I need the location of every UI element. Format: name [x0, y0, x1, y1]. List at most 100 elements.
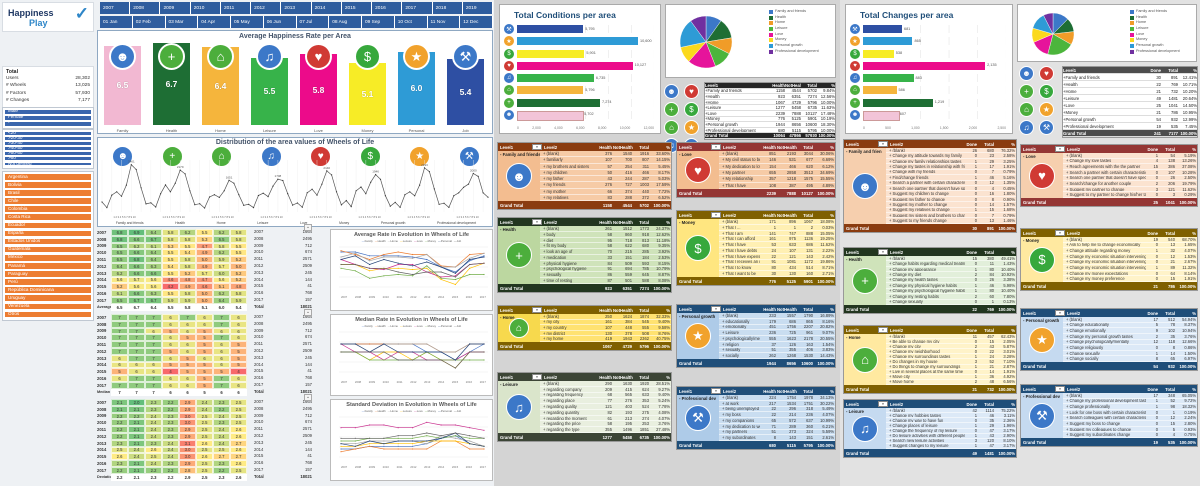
timeline-month-button[interactable]: 08 Aug — [329, 16, 362, 28]
country-filter-button[interactable]: Uruguay — [4, 294, 92, 302]
level1-table-row[interactable]: +Leisure 1277 5458 6735 11.63% — [705, 105, 835, 111]
detail-table-row[interactable]: + (blank) 19 540 68.70% — [1063, 237, 1197, 243]
timeline-month-button[interactable]: 10 Oct — [394, 16, 428, 28]
country-filter-button[interactable]: Brasil — [4, 189, 92, 197]
timeline-year-button[interactable]: 2010 — [190, 2, 221, 14]
filter-icon[interactable]: ▼ — [1055, 230, 1065, 236]
detail-table-row[interactable]: + That I want to be 30 130 160 2.71% — [719, 271, 835, 277]
age-filter-button[interactable]: >40-50 — [4, 146, 92, 151]
detail-table-row[interactable]: + regarding quantity 82 193 275 4.08% — [540, 410, 671, 416]
gender-filter-button[interactable]: - — [4, 121, 92, 127]
detail-table-row[interactable]: + Leisure 236 725 961 9.07% — [719, 330, 835, 336]
level1-table-row[interactable]: +Professional development 19 535 7.45% — [1063, 123, 1197, 130]
level1-table-row[interactable]: +Home 21 732 10.20% — [1063, 88, 1197, 95]
timeline-year-button[interactable]: 2011 — [220, 2, 252, 14]
level1-table-row[interactable]: +Personal growth 54 932 12.99% — [1063, 116, 1197, 123]
detail-table-row[interactable]: + my partners 51 273 324 5.59% — [719, 430, 835, 436]
detail-table-row[interactable]: + (blank) 171 896 1067 18.08% — [719, 219, 835, 225]
sort-button[interactable]: ▴ — [304, 309, 312, 316]
gender-filter-button[interactable]: Female — [4, 115, 92, 121]
detail-table-row[interactable]: + medication 33 151 184 2.53% — [540, 255, 671, 261]
detail-table-row[interactable]: + Change professionally 1 98 18.32% — [1063, 404, 1197, 410]
detail-table-row[interactable]: + Search/change for another couple 2 206 19… — [1063, 181, 1197, 187]
detail-table-row[interactable]: + my companions 65 572 637 10.99% — [719, 418, 835, 424]
detail-table-row[interactable]: + psychologically/mentally5551623217820.… — [719, 336, 835, 342]
detail-table-row[interactable]: + emotionally 451 1756 2207 20.82% — [719, 325, 835, 331]
timeline-year-button[interactable]: 2013 — [281, 2, 312, 14]
detail-table-row[interactable]: + That I receives an income911081117219.… — [719, 260, 835, 266]
detail-table-row[interactable]: + Suggest my partner to change 3 121 11.62% — [1063, 187, 1197, 193]
detail-table-row[interactable]: + Change my personal growth tastes 2 35 3.7… — [1063, 334, 1197, 340]
detail-table-row[interactable]: + Move home 2 48 6.56% — [886, 380, 1016, 385]
filter-icon[interactable]: ▼ — [532, 144, 542, 150]
filter-icon[interactable]: ▼ — [532, 374, 542, 380]
detail-table-row[interactable]: + educationally 179 686 865 8.16% — [719, 319, 835, 325]
level1-table-row[interactable]: +Money 776 5125 5901 10.19% — [705, 117, 835, 123]
filter-icon[interactable]: ▼ — [532, 307, 542, 313]
detail-table-row[interactable]: + my subordinates 8 143 151 2.61% — [719, 435, 835, 441]
level1-table-row[interactable]: +Home 1067 4729 5796 10.00% — [705, 100, 835, 106]
detail-table-row[interactable]: + Do leisure activities with different p… — [886, 434, 1016, 439]
country-filter-button[interactable]: Guatemala — [4, 245, 92, 254]
detail-table-row[interactable]: + (blank) 224 1754 1978 34.13% — [719, 395, 835, 401]
detail-table-row[interactable]: + regarding the price 58 195 253 3.76% — [540, 421, 671, 428]
detail-table-row[interactable]: + (blank) 15 380 49.41% — [886, 256, 1016, 262]
detail-table-row[interactable]: + Ask to help me to change economically 0… — [1063, 243, 1197, 249]
detail-table-row[interactable]: + (blank) 11 457 62.43% — [886, 334, 1016, 340]
level1-table-row[interactable]: +Professional development 680 5115 5795 10.0… — [705, 128, 835, 134]
age-filter-button[interactable]: >60 — [4, 156, 92, 162]
detail-table-row[interactable]: + Be able to change my city 0 15 2.05% — [886, 339, 1016, 345]
level1-table-row[interactable]: +Personal growth 1944 8656 10600 18.30% — [705, 122, 835, 128]
detail-table-row[interactable]: + Suggest my colleagues to change 0 5 0.93% — [1063, 427, 1197, 433]
filter-icon[interactable]: ▼ — [878, 401, 888, 407]
country-filter-button[interactable]: Ecuador — [4, 221, 92, 230]
level1-table-row[interactable]: +Family and friends 30 891 12.41% — [1063, 74, 1197, 81]
detail-table-row[interactable]: + my father 43 244 287 5.03% — [540, 176, 671, 183]
detail-table-row[interactable]: + psychological hygiene 91 694 785 10.79% — [540, 267, 671, 273]
detail-table-row[interactable]: + (blank) 17 512 54.94% — [1063, 317, 1197, 323]
detail-table-row[interactable]: + familiarly 107 700 807 14.15% — [540, 157, 671, 164]
filter-icon[interactable]: ▼ — [711, 212, 721, 218]
detail-table-row[interactable]: + Change my attitude towards my family 0 2… — [886, 153, 1016, 159]
detail-table-row[interactable]: + (blank) 261 1512 1773 24.37% — [540, 226, 671, 232]
detail-table-row[interactable]: + (blank) 233 1557 1790 16.89% — [719, 313, 835, 319]
timeline-year-button[interactable]: 2016 — [372, 2, 403, 14]
country-filter-button[interactable]: Paraguay — [4, 270, 92, 278]
detail-table-row[interactable]: + Search colleagues with certain charact… — [1063, 416, 1197, 422]
detail-table-row[interactable]: + (blank) 290 1630 1920 28.51% — [540, 381, 671, 387]
detail-table-row[interactable]: + My relationship 357 1218 1575 15.55% — [719, 176, 835, 183]
detail-table-row[interactable]: + Reach agreements with the the partner 1… — [1063, 164, 1197, 170]
detail-table-row[interactable]: + diet 95 718 813 11.18% — [540, 238, 671, 244]
age-filter-button[interactable]: Not defined — [4, 161, 92, 167]
filter-icon[interactable]: ▼ — [1055, 146, 1065, 152]
timeline-year-button[interactable]: 2008 — [130, 2, 161, 14]
detail-table-row[interactable]: + Change emotionally 9 102 10.94% — [1063, 328, 1197, 334]
detail-table-row[interactable]: + Change my economic situation interveni… — [1063, 260, 1197, 266]
country-filter-button[interactable]: Colombia — [4, 205, 92, 213]
detail-table-row[interactable]: + Change my family relationships tastes 1… — [886, 159, 1016, 165]
detail-table-row[interactable]: + Suggest my boss to change 0 15 2.80% — [1063, 421, 1197, 427]
detail-table-row[interactable]: + Change educationally 5 78 8.37% — [1063, 323, 1197, 329]
detail-table-row[interactable]: + That I have debts 24 107 131 2.22% — [719, 248, 835, 254]
detail-table-row[interactable]: + Change my psychological hygiene habits… — [886, 289, 1016, 295]
detail-table-row[interactable]: + Do changes in my house 3 52 7.10% — [886, 359, 1016, 365]
detail-table-row[interactable]: + Do things to change my surroundings 1 21… — [886, 365, 1016, 370]
detail-table-row[interactable]: + look an age of 70 215 285 3.92% — [540, 249, 671, 255]
detail-table-row[interactable]: + Search one partner that doesn't have s… — [1063, 176, 1197, 182]
detail-table-row[interactable]: + physical hygiene 84 509 593 8.15% — [540, 261, 671, 267]
filter-icon[interactable]: ▼ — [878, 141, 888, 147]
detail-table-row[interactable]: + socially 262 1268 1530 14.43% — [719, 353, 835, 359]
detail-table-row[interactable]: + Look for one boss with certain charact… — [1063, 410, 1197, 416]
detail-table-row[interactable]: + That I to know 80 434 514 8.71% — [719, 265, 835, 272]
country-filter-button[interactable]: Costa Rica — [4, 213, 92, 222]
detail-table-row[interactable]: + Change sexually 1 14 1.50% — [1063, 351, 1197, 357]
detail-table-row[interactable]: + my friends 276 727 1003 17.59% — [540, 182, 671, 189]
detail-table-row[interactable]: + That I can afford 161 975 1136 19.25% — [719, 236, 835, 243]
detail-table-row[interactable]: + religion 37 126 163 1.54% — [719, 342, 835, 348]
timeline-year-button[interactable]: 2009 — [160, 2, 191, 14]
level1-table-row[interactable]: +Health 923 6351 7274 12.56% — [705, 94, 835, 100]
detail-table-row[interactable]: + Suggest my sisters and brothers to cha… — [886, 213, 1016, 219]
detail-table-row[interactable]: + regarding frequency 68 565 633 9.40% — [540, 393, 671, 399]
detail-table-row[interactable]: + Change religiously 0 8 0.86% — [1063, 345, 1197, 351]
country-filter-button[interactable]: Argentina — [4, 173, 92, 181]
